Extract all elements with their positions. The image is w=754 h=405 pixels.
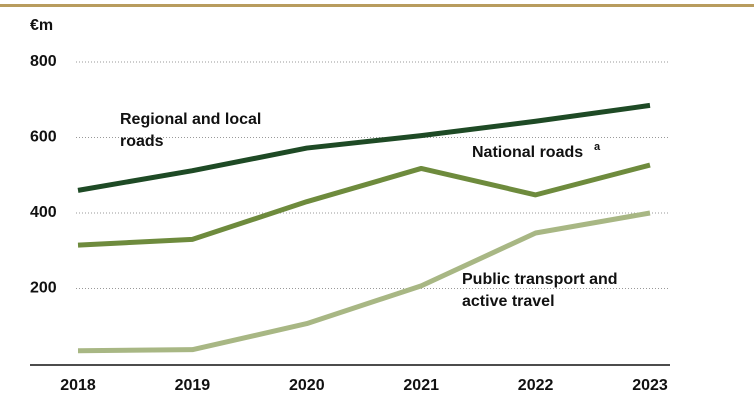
y-tick-label: 200 xyxy=(30,280,57,297)
unit-label: €m xyxy=(30,17,53,34)
top-rule xyxy=(0,4,754,7)
note-marker: a xyxy=(594,141,601,153)
series-line xyxy=(77,210,651,354)
x-tick-label: 2020 xyxy=(289,377,325,394)
x-tick-label: 2021 xyxy=(403,377,439,394)
y-tick-label: 800 xyxy=(30,53,57,70)
series-label: National roads xyxy=(472,144,583,161)
series-line xyxy=(77,102,651,193)
series-label: roads xyxy=(120,133,164,150)
series-label: Public transport and xyxy=(462,271,618,288)
x-tick-label: 2018 xyxy=(60,377,96,394)
x-tick-label: 2023 xyxy=(632,377,668,394)
series-line xyxy=(77,162,651,248)
y-tick-label: 400 xyxy=(30,204,57,221)
series-label: Regional and local xyxy=(120,111,261,128)
x-tick-label: 2019 xyxy=(175,377,211,394)
x-tick-label: 2022 xyxy=(518,377,554,394)
series-label: active travel xyxy=(462,293,555,310)
y-tick-label: 600 xyxy=(30,129,57,146)
